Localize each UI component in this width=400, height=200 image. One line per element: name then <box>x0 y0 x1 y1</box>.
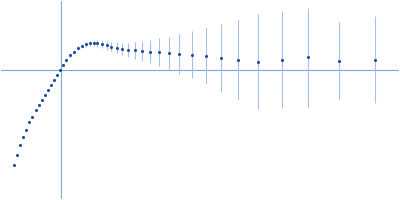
Point <box>86 42 93 45</box>
Point <box>166 52 172 55</box>
Point <box>29 116 36 119</box>
Point <box>48 84 54 87</box>
Point <box>218 56 224 59</box>
Point <box>63 59 70 62</box>
Point <box>23 128 30 131</box>
Point <box>119 48 126 51</box>
Point <box>104 44 110 47</box>
Point <box>108 45 114 48</box>
Point <box>51 79 57 82</box>
Point <box>139 49 146 52</box>
Point <box>156 51 162 54</box>
Point <box>11 163 17 166</box>
Point <box>67 54 74 57</box>
Point <box>45 88 51 92</box>
Point <box>336 59 342 62</box>
Point <box>60 64 66 67</box>
Point <box>203 54 209 57</box>
Point <box>83 43 89 46</box>
Point <box>189 53 195 56</box>
Point <box>99 43 105 46</box>
Point <box>176 52 183 56</box>
Point <box>14 153 20 156</box>
Point <box>17 143 23 146</box>
Point <box>75 47 81 50</box>
Point <box>71 50 78 53</box>
Point <box>94 42 101 45</box>
Point <box>125 48 132 51</box>
Point <box>131 49 138 52</box>
Point <box>54 74 60 77</box>
Point <box>26 121 32 124</box>
Point <box>79 44 85 47</box>
Point <box>57 69 64 72</box>
Point <box>20 136 26 139</box>
Point <box>235 58 242 61</box>
Point <box>36 103 42 107</box>
Point <box>114 46 120 49</box>
Point <box>90 41 97 44</box>
Point <box>38 98 45 102</box>
Point <box>42 93 48 97</box>
Point <box>278 58 285 61</box>
Point <box>147 50 153 53</box>
Point <box>32 108 39 112</box>
Point <box>371 58 378 61</box>
Point <box>305 56 311 59</box>
Point <box>255 60 262 63</box>
